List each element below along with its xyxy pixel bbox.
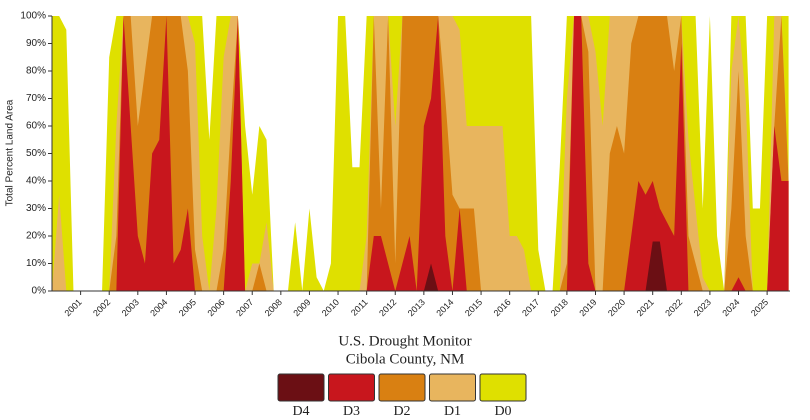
- x-tick-label: 2010: [320, 297, 341, 318]
- y-tick-label: 80%: [26, 66, 46, 77]
- x-tick-label: 2024: [720, 297, 741, 318]
- area: [52, 16, 789, 291]
- legend-label: D3: [343, 404, 360, 419]
- y-tick-label: 0%: [32, 286, 47, 297]
- y-tick-label: 100%: [20, 11, 46, 22]
- y-tick-label: 40%: [26, 176, 46, 187]
- y-tick-label: 90%: [26, 38, 46, 49]
- x-tick-label: 2008: [263, 297, 284, 318]
- legend-label: D4: [292, 404, 309, 419]
- legend-label: D0: [494, 404, 511, 419]
- y-axis-label: Total Percent Land Area: [5, 99, 16, 206]
- x-tick-label: 2021: [635, 297, 656, 318]
- chart-subtitle: Cibola County, NM: [346, 351, 465, 367]
- x-tick-label: 2007: [234, 297, 255, 318]
- legend-swatch: [328, 373, 375, 402]
- x-tick-label: 2023: [692, 297, 713, 318]
- x-tick-label: 2019: [577, 297, 598, 318]
- legend-swatch: [429, 373, 476, 402]
- x-tick-label: 2001: [62, 297, 83, 318]
- y-tick-label: 20%: [26, 231, 46, 242]
- legend-swatch: [378, 373, 426, 402]
- legend-swatch: [277, 373, 325, 402]
- legend-label: D2: [393, 404, 410, 419]
- y-tick-label: 70%: [26, 93, 46, 104]
- y-tick-label: 10%: [26, 258, 46, 269]
- x-tick-label: 2017: [520, 297, 541, 318]
- y-tick-label: 60%: [26, 121, 46, 132]
- y-tick-label: 30%: [26, 203, 46, 214]
- legend-label: D1: [444, 404, 461, 419]
- x-tick-label: 2016: [492, 297, 513, 318]
- x-tick-label: 2012: [377, 297, 398, 318]
- x-tick-label: 2022: [663, 297, 684, 318]
- x-tick-label: 2015: [463, 297, 484, 318]
- x-tick-label: 2011: [349, 297, 370, 318]
- x-tick-label: 2020: [606, 297, 627, 318]
- x-tick-label: 2018: [549, 297, 570, 318]
- x-tick-label: 2013: [406, 297, 427, 318]
- y-tick-label: 50%: [26, 148, 46, 159]
- x-tick-label: 2002: [91, 297, 112, 318]
- chart-title: U.S. Drought Monitor: [338, 333, 471, 349]
- x-tick-label: 2014: [434, 297, 455, 318]
- x-tick-label: 2006: [205, 297, 226, 318]
- legend-swatch: [479, 373, 527, 402]
- x-tick-label: 2005: [177, 297, 198, 318]
- x-tick-label: 2009: [291, 297, 312, 318]
- x-tick-label: 2025: [749, 297, 770, 318]
- x-tick-label: 2004: [148, 297, 169, 318]
- x-tick-label: 2003: [120, 297, 141, 318]
